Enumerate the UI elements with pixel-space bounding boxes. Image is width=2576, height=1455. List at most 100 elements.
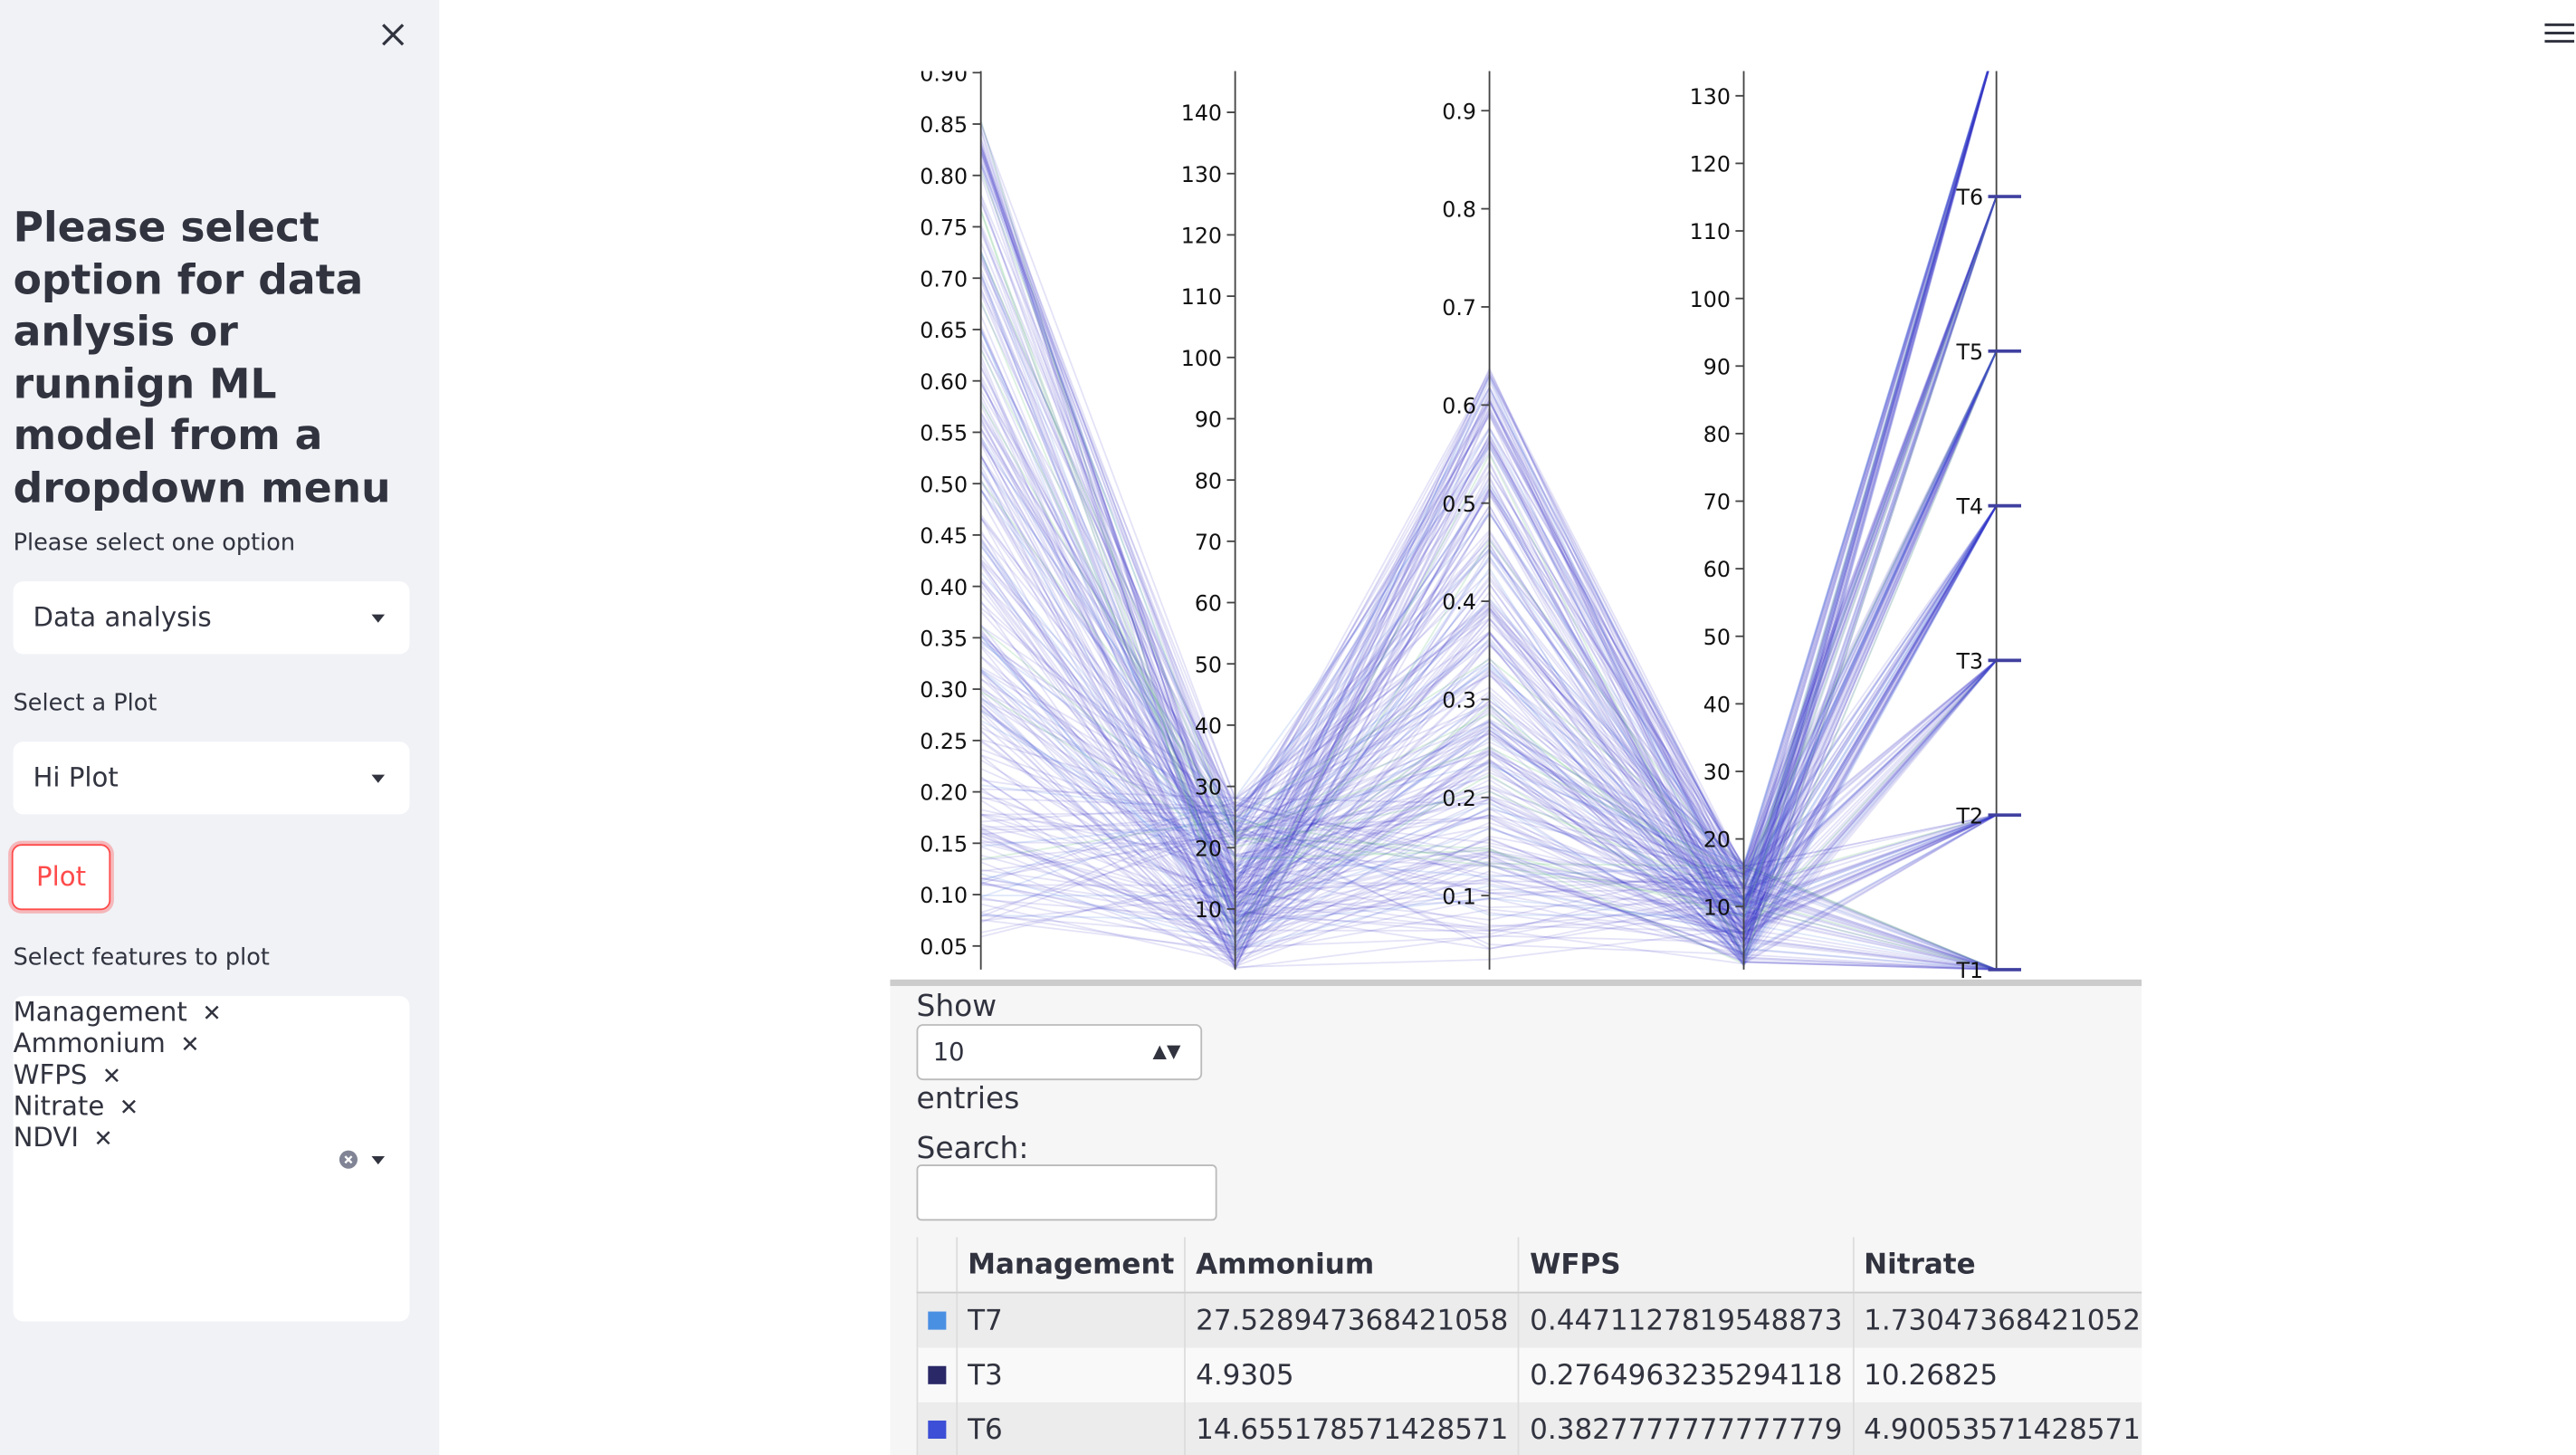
- entries-label: entries: [916, 1081, 1020, 1117]
- axis-tick-label: 60: [1195, 591, 1222, 617]
- remove-icon[interactable]: ✕: [180, 1032, 200, 1059]
- table-cell: 1.7304736842105266: [1852, 1292, 2142, 1348]
- menu-button[interactable]: [2544, 22, 2575, 45]
- feature-chip[interactable]: NDVI ✕: [14, 1122, 410, 1153]
- close-button[interactable]: [380, 22, 406, 48]
- feature-chip[interactable]: Management ✕: [14, 996, 410, 1028]
- column-header: Ammonium: [1184, 1237, 1520, 1294]
- table-cell: T3: [956, 1347, 1186, 1402]
- axis-tick-label: 0.05: [920, 934, 968, 960]
- remove-icon[interactable]: ✕: [119, 1095, 139, 1122]
- axis-tick-label: 30: [1703, 760, 1731, 785]
- row-color: [928, 1311, 947, 1330]
- feature-label: Management: [13, 996, 187, 1028]
- option-select[interactable]: Data analysis: [13, 581, 410, 655]
- axis-tick-label: 0.9: [1442, 99, 1476, 124]
- axis-tick-label: 0.4: [1442, 589, 1476, 615]
- table-cell: 4.900535714285715: [1852, 1402, 2142, 1455]
- axis-tick-label: 0.8: [1442, 197, 1476, 223]
- parallel-plot: 0.900.850.800.750.700.650.600.550.500.45…: [890, 71, 2142, 987]
- remove-icon[interactable]: ✕: [93, 1126, 113, 1153]
- row-color: [928, 1365, 947, 1384]
- feature-chip[interactable]: WFPS ✕: [14, 1058, 410, 1090]
- axis-tick-label: 0.55: [920, 421, 968, 446]
- show-value: 10: [932, 1037, 965, 1067]
- axis-tick-label: 0.1: [1442, 884, 1476, 909]
- axis-tick-label: 40: [1703, 692, 1731, 717]
- axis-tick-label: 120: [1690, 152, 1731, 177]
- clear-icon[interactable]: [337, 1148, 386, 1172]
- axis-tick-label: 120: [1181, 224, 1222, 249]
- axis-tick-label: 70: [1195, 530, 1222, 555]
- features-label: Select features to plot: [13, 944, 270, 972]
- show-select[interactable]: 10 ▲▼: [916, 1024, 1203, 1081]
- features-select[interactable]: Management ✕ Ammonium ✕ WFPS ✕ Nitrate ✕ NDVI ✕: [13, 996, 410, 1322]
- axis-tick-label: 80: [1195, 468, 1222, 493]
- axis-tick-label: 0.50: [920, 472, 968, 497]
- plot-value: Hi Plot: [33, 761, 119, 793]
- color-header: [916, 1237, 958, 1294]
- column-header: Management: [956, 1237, 1186, 1294]
- search-input[interactable]: [916, 1164, 1217, 1221]
- axis-tick-label: 0.3: [1442, 688, 1476, 713]
- column-header: WFPS: [1518, 1237, 1854, 1294]
- table-cell: T7: [956, 1292, 1186, 1348]
- axis-tick-label: 90: [1703, 354, 1731, 379]
- axis-tick-label: T4: [1955, 494, 1983, 520]
- axis-tick-label: 0.6: [1442, 393, 1476, 418]
- table-panel: Show 10 ▲▼ entries Search: Management Ammo…: [890, 986, 2142, 1455]
- table-cell: 4.9305: [1184, 1347, 1520, 1402]
- feature-label: WFPS: [13, 1058, 88, 1091]
- axis-tick-label: 0.2: [1442, 786, 1476, 811]
- axis-tick-label: 0.75: [920, 215, 968, 241]
- axis-tick-label: 0.90: [920, 71, 968, 86]
- axis-tick-label: T6: [1955, 185, 1983, 210]
- axis-tick-label: 0.10: [920, 883, 968, 908]
- remove-icon[interactable]: ✕: [101, 1063, 122, 1091]
- plot-divider: [890, 979, 2142, 987]
- axis-tick-label: 0.70: [920, 266, 968, 292]
- table-row: T7 27.528947368421058 0.4471127819548873 1.…: [916, 1292, 2142, 1348]
- axis-tick-label: 0.45: [920, 523, 968, 549]
- axis-tick-label: T5: [1955, 340, 1983, 365]
- color-cell: [916, 1402, 958, 1455]
- table-cell: 0.3827777777777779: [1518, 1402, 1854, 1455]
- remove-icon[interactable]: ✕: [202, 1000, 222, 1028]
- axis-tick-label: 40: [1195, 713, 1222, 739]
- plot-select[interactable]: Hi Plot: [13, 742, 410, 815]
- axis-tick-label: 0.20: [920, 780, 968, 806]
- axis-tick-label: 70: [1703, 490, 1731, 515]
- sidebar: Please select option for data anlysis or…: [0, 0, 440, 1455]
- feature-chip[interactable]: Nitrate ✕: [14, 1090, 410, 1122]
- axis-tick-label: 0.7: [1442, 295, 1476, 321]
- table-cell: 27.528947368421058: [1184, 1292, 1520, 1348]
- search-label: Search:: [916, 1131, 1029, 1166]
- axis-tick-label: 0.30: [920, 677, 968, 703]
- axis-tick-label: 60: [1703, 557, 1731, 582]
- axis-tick-label: 0.40: [920, 575, 968, 600]
- axis-tick-label: 10: [1195, 897, 1222, 923]
- feature-chip[interactable]: Ammonium ✕: [14, 1028, 410, 1059]
- axis-tick-label: 130: [1181, 162, 1222, 187]
- show-label: Show: [916, 989, 997, 1025]
- option-value: Data analysis: [33, 601, 212, 633]
- axis-tick-label: 0.85: [920, 112, 968, 138]
- plot-button[interactable]: Plot: [11, 844, 111, 911]
- axis-tick-label: 140: [1181, 101, 1222, 126]
- axis-tick-label: T2: [1955, 803, 1983, 828]
- axis-tick-label: 20: [1703, 828, 1731, 853]
- axis-tick-label: 90: [1195, 407, 1222, 433]
- axis-tick-label: 0.25: [920, 729, 968, 754]
- axis-tick-label: 0.5: [1442, 492, 1476, 517]
- axis-tick-label: 100: [1690, 287, 1731, 312]
- axis-tick-label: 50: [1703, 625, 1731, 650]
- color-cell: [916, 1347, 958, 1402]
- axis-tick-label: 80: [1703, 422, 1731, 447]
- axis-tick-label: 100: [1181, 346, 1222, 371]
- sidebar-title: Please select option for data anlysis or…: [13, 203, 391, 512]
- column-header: Nitrate: [1852, 1237, 2142, 1294]
- axis-tick-label: 0.60: [920, 369, 968, 395]
- axis-tick-label: T3: [1955, 649, 1983, 675]
